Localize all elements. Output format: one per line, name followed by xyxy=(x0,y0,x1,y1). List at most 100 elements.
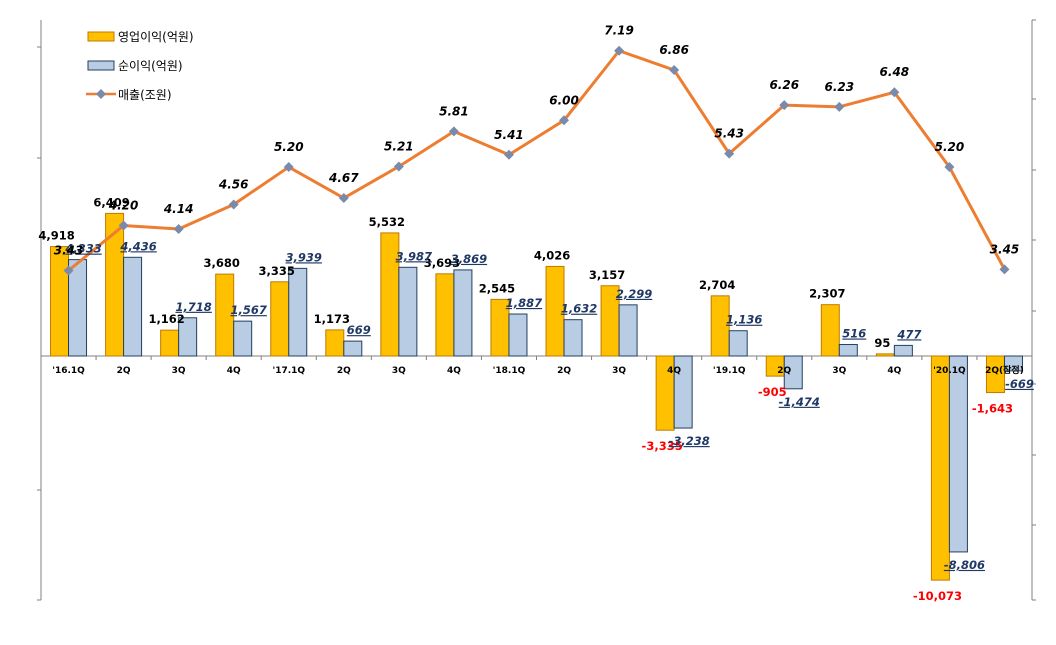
net-income-bar xyxy=(948,355,968,553)
net-income-bar xyxy=(1003,355,1023,372)
net-income-label: 2,299 xyxy=(616,287,652,301)
net-income-bar xyxy=(893,344,913,357)
revenue-label: 5.41 xyxy=(494,128,524,142)
revenue-label: 5.21 xyxy=(384,139,414,153)
operating-profit-label: 2,704 xyxy=(699,278,735,292)
category-label: 2Q xyxy=(777,366,791,376)
revenue-label: 5.20 xyxy=(935,140,965,154)
line-series xyxy=(63,45,1010,276)
legend-label-net-income: 순이익(억원) xyxy=(118,59,183,73)
net-income-label: 1,567 xyxy=(230,303,266,317)
category-label: 2Q(잠정) xyxy=(985,364,1024,376)
revenue-line xyxy=(67,49,1006,272)
operating-profit-label: 3,693 xyxy=(424,256,460,270)
revenue-label: 4.67 xyxy=(328,171,359,185)
revenue-marker xyxy=(448,126,459,137)
category-label: 2Q xyxy=(557,366,571,376)
net-income-label: 1,887 xyxy=(506,296,542,310)
operating-profit-bar xyxy=(215,273,235,357)
revenue-label: 4.56 xyxy=(218,177,249,191)
category-label: 4Q xyxy=(887,366,901,376)
category-label: '20.1Q xyxy=(933,366,966,376)
operating-profit-label: -905 xyxy=(758,385,787,399)
net-income-bar xyxy=(68,259,88,357)
operating-profit-label: 3,680 xyxy=(203,256,239,270)
operating-profit-label: -1,643 xyxy=(972,402,1013,416)
category-label: 3Q xyxy=(392,366,406,376)
category-label: 3Q xyxy=(172,366,186,376)
revenue-label: 5.81 xyxy=(439,104,469,118)
legend-label-revenue: 매출(조원) xyxy=(118,88,172,102)
revenue-marker xyxy=(118,220,129,231)
revenue-label: 6.26 xyxy=(769,78,799,92)
net-income-bar xyxy=(288,267,308,357)
revenue-marker xyxy=(393,161,404,172)
revenue-marker xyxy=(669,65,680,76)
revenue-marker xyxy=(889,87,900,98)
bars xyxy=(50,212,1023,581)
net-income-label: 1,718 xyxy=(175,300,211,314)
net-income-bar xyxy=(838,344,858,357)
net-income-bar xyxy=(673,355,693,429)
operating-profit-bar xyxy=(160,329,180,357)
net-income-label: 3,987 xyxy=(396,249,432,263)
legend-label-operating-profit: 영업이익(억원) xyxy=(118,30,194,44)
axes xyxy=(37,19,1036,601)
operating-profit-label: -3,335 xyxy=(642,439,683,453)
operating-profit-label: -10,073 xyxy=(913,589,962,603)
revenue-marker xyxy=(614,45,625,56)
operating-profit-bar xyxy=(985,355,1005,394)
revenue-label: 6.00 xyxy=(549,93,579,107)
category-label: '19.1Q xyxy=(713,366,746,376)
revenue-marker xyxy=(724,148,735,159)
revenue-marker xyxy=(999,264,1010,275)
revenue-label: 4.20 xyxy=(108,199,139,213)
revenue-marker xyxy=(338,193,349,204)
net-income-label: 477 xyxy=(896,327,921,341)
legend-swatch-net-income xyxy=(87,60,115,71)
operating-profit-label: 95 xyxy=(874,336,890,350)
net-income-label: -3,238 xyxy=(669,434,710,448)
operating-profit-bar xyxy=(930,355,950,581)
net-income-label: -669 xyxy=(1005,377,1034,391)
revenue-label: 3.45 xyxy=(990,242,1020,256)
net-income-label: 4,333 xyxy=(64,242,101,256)
operating-profit-bar xyxy=(545,265,565,357)
net-income-bar xyxy=(783,355,803,390)
revenue-marker xyxy=(63,265,74,276)
operating-profit-label: 3,157 xyxy=(589,268,625,282)
net-income-bar xyxy=(453,269,473,357)
revenue-label: 5.20 xyxy=(274,140,304,154)
operating-profit-label: 2,307 xyxy=(809,287,845,301)
revenue-label: 4.14 xyxy=(163,202,194,216)
operating-profit-bar xyxy=(710,295,730,357)
revenue-marker xyxy=(173,224,184,235)
category-label: 3Q xyxy=(832,366,846,376)
legend-marker-revenue xyxy=(96,89,106,99)
revenue-marker xyxy=(228,199,239,210)
net-income-bar xyxy=(398,266,418,357)
operating-profit-label: 5,532 xyxy=(369,215,405,229)
revenue-label: 3.43 xyxy=(54,244,84,258)
revenue-marker xyxy=(503,149,514,160)
net-income-label: -1,474 xyxy=(779,395,820,409)
operating-profit-label: 1,173 xyxy=(314,312,350,326)
operating-profit-label: 1,162 xyxy=(148,312,184,326)
legend-swatch-operating-profit xyxy=(87,31,115,42)
operating-profit-label: 2,545 xyxy=(479,281,515,295)
revenue-marker xyxy=(779,100,790,111)
net-income-bar xyxy=(178,317,198,357)
operating-profit-bar xyxy=(435,273,455,357)
revenue-label: 6.23 xyxy=(825,80,855,94)
net-income-bar xyxy=(728,330,748,357)
operating-profit-label: 6,409 xyxy=(93,195,129,209)
revenue-marker xyxy=(283,162,294,173)
category-label: 4Q xyxy=(667,366,681,376)
net-income-bar xyxy=(563,319,583,357)
data-labels: '16.1Q 2Q 3Q 4Q '17.1Q 2Q 3Q 4Q '18.1Q 2Q 3Q 4Q '19.… xyxy=(38,24,1034,603)
operating-profit-bar xyxy=(270,281,290,357)
operating-profit-bar xyxy=(820,304,840,357)
net-income-label: -8,806 xyxy=(944,558,985,572)
